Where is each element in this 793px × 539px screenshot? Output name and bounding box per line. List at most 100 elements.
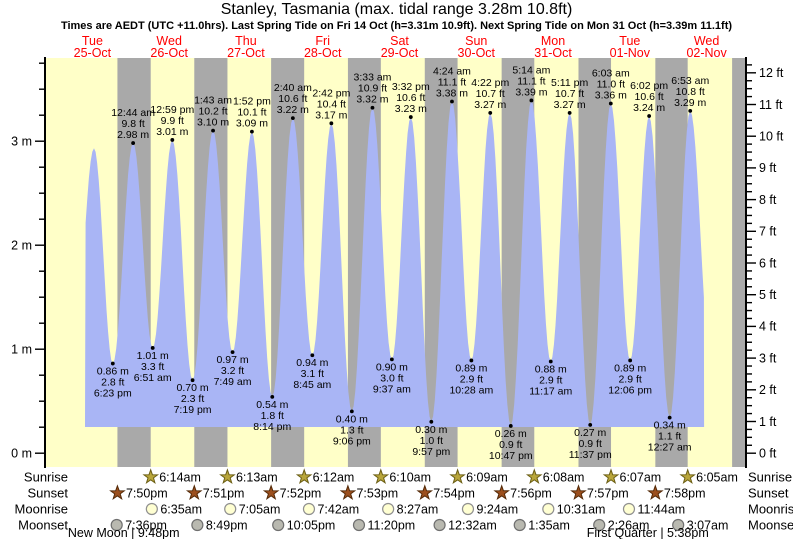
day-label-date: 28-Oct: [304, 46, 342, 60]
sunset-time: 7:57pm: [587, 487, 629, 501]
high-tide-label-line2: 11.1 ft: [517, 75, 545, 87]
high-tide-label-line1: 5:11 pm: [551, 77, 588, 89]
right-axis-minor-tick: [747, 270, 752, 272]
high-tide-point: [488, 111, 493, 115]
right-axis-minor-tick: [747, 444, 752, 446]
sunset-time: 7:51pm: [203, 487, 245, 501]
sunset-time: 7:58pm: [664, 487, 706, 501]
left-axis-minor-tick: [39, 322, 44, 324]
low-tide-label-line2: 0.9 ft: [499, 439, 522, 451]
day-label-date: 29-Oct: [381, 46, 419, 60]
moonrise-time: 8:27am: [397, 503, 439, 517]
low-tide-label-line3: 10:47 pm: [489, 450, 533, 462]
high-tide-label-line1: 6:02 pm: [630, 80, 668, 92]
moonset-icon: [272, 518, 285, 532]
right-axis-line: [745, 57, 747, 468]
right-axis-major-tick: [747, 325, 756, 328]
right-axis-label: 6 ft: [759, 256, 777, 270]
moonset-time: 7:36pm: [125, 519, 167, 533]
high-tide-label-line1: 5:14 am: [512, 64, 550, 76]
high-tide-label-line2: 11.0 ft: [597, 79, 625, 91]
day-label-date: 30-Oct: [458, 46, 496, 60]
right-axis-minor-tick: [747, 214, 752, 217]
right-axis-minor-tick: [747, 183, 752, 185]
moonset-icon: [191, 518, 204, 532]
sunrise-time: 6:08am: [543, 471, 585, 485]
right-axis-minor-tick: [747, 238, 752, 240]
sunset-time: 7:53pm: [356, 487, 398, 501]
low-tide-label-line2: 0.9 ft: [579, 438, 602, 450]
moonrise-row-label-right: Moonrise: [748, 502, 793, 517]
high-tide-label-line2: 10.6 ft: [635, 91, 664, 103]
high-tide-label-line1: 4:22 pm: [471, 77, 509, 89]
high-tide-point: [370, 105, 375, 110]
high-tide-label-line3: 3.36 m: [595, 90, 627, 102]
left-axis-minor-tick: [39, 88, 44, 90]
high-tide-label-line3: 3.27 m: [474, 99, 506, 111]
left-axis-minor-tick: [39, 62, 44, 64]
right-axis-major-tick: [747, 135, 756, 137]
moonrise-icon: [382, 502, 395, 516]
moonrise-icon: [542, 502, 555, 516]
high-tide-point: [529, 98, 534, 103]
left-axis-minor-tick: [39, 114, 44, 116]
low-tide-point: [548, 359, 553, 364]
day-label-dow: Thu: [235, 34, 257, 48]
right-axis-minor-tick: [747, 159, 752, 161]
low-tide-point: [230, 350, 235, 355]
low-tide-label-line2: 1.0 ft: [420, 435, 443, 447]
high-tide-label-line3: 3.23 m: [395, 103, 427, 115]
high-tide-label-line1: 4:24 am: [433, 65, 471, 77]
high-tide-label-line1: 1:43 am: [194, 95, 232, 107]
sunset-icon: [416, 484, 434, 501]
right-axis-minor-tick: [747, 151, 752, 153]
high-tide-label-line3: 2.98 m: [117, 129, 149, 141]
high-tide-label-line2: 10.8 ft: [676, 86, 705, 98]
day-label-date: 02-Nov: [686, 46, 727, 60]
high-tide-label-line1: 3:32 pm: [392, 81, 430, 93]
moonrise-time: 7:05am: [239, 503, 281, 517]
left-axis-major-tick: [35, 140, 44, 142]
right-axis-minor-tick: [747, 412, 752, 415]
low-tide-label-line2: 1.8 ft: [261, 410, 284, 422]
low-tide-label-line3: 7:19 pm: [174, 404, 212, 416]
high-tide-label-line3: 3.24 m: [633, 102, 665, 114]
day-label-dow: Tue: [619, 34, 640, 48]
sunrise-icon: [219, 468, 236, 485]
low-tide-label-line3: 8:45 am: [293, 379, 331, 391]
right-axis-major-tick: [747, 420, 756, 423]
page-title: Stanley, Tasmania (max. tidal range 3.28…: [220, 1, 573, 18]
low-tide-label-line1: 0.86 m: [97, 366, 129, 378]
low-tide-label-line3: 8:14 pm: [253, 421, 291, 433]
right-axis-minor-tick: [747, 175, 752, 177]
right-axis-major-tick: [747, 103, 756, 106]
right-axis-minor-tick: [747, 341, 752, 343]
high-tide-label-line2: 11.1 ft: [438, 76, 466, 88]
moonset-time: 10:05pm: [287, 519, 336, 533]
high-tide-point: [567, 111, 572, 115]
low-tide-label-line3: 7:49 am: [214, 376, 252, 388]
low-tide-point: [190, 378, 195, 383]
high-tide-point: [329, 121, 334, 126]
high-tide-label-line3: 3.39 m: [515, 86, 547, 98]
moonset-icon: [352, 518, 366, 532]
right-axis-label: 0 ft: [759, 447, 777, 461]
right-axis-major-tick: [747, 198, 756, 201]
moonrise-icon: [622, 502, 636, 516]
low-tide-label-line2: 2.3 ft: [181, 393, 204, 405]
right-axis-minor-tick: [747, 286, 752, 288]
right-axis-minor-tick: [747, 246, 752, 248]
left-axis-minor-tick: [39, 400, 44, 402]
sunset-icon: [647, 484, 664, 501]
high-tide-label-line2: 10.2 ft: [198, 106, 227, 118]
high-tide-label-line3: 3.10 m: [197, 117, 229, 129]
sunrise-time: 6:10am: [389, 471, 431, 485]
sunrise-icon: [679, 468, 696, 485]
low-tide-point: [110, 361, 115, 366]
high-tide-label-line1: 12:59 pm: [150, 104, 194, 116]
moonset-time: 12:32am: [448, 519, 497, 533]
sunset-icon: [262, 484, 280, 501]
low-tide-point: [588, 423, 593, 427]
low-tide-label-line1: 0.70 m: [177, 382, 209, 394]
sunrise-row-label-left: Sunrise: [24, 470, 68, 485]
